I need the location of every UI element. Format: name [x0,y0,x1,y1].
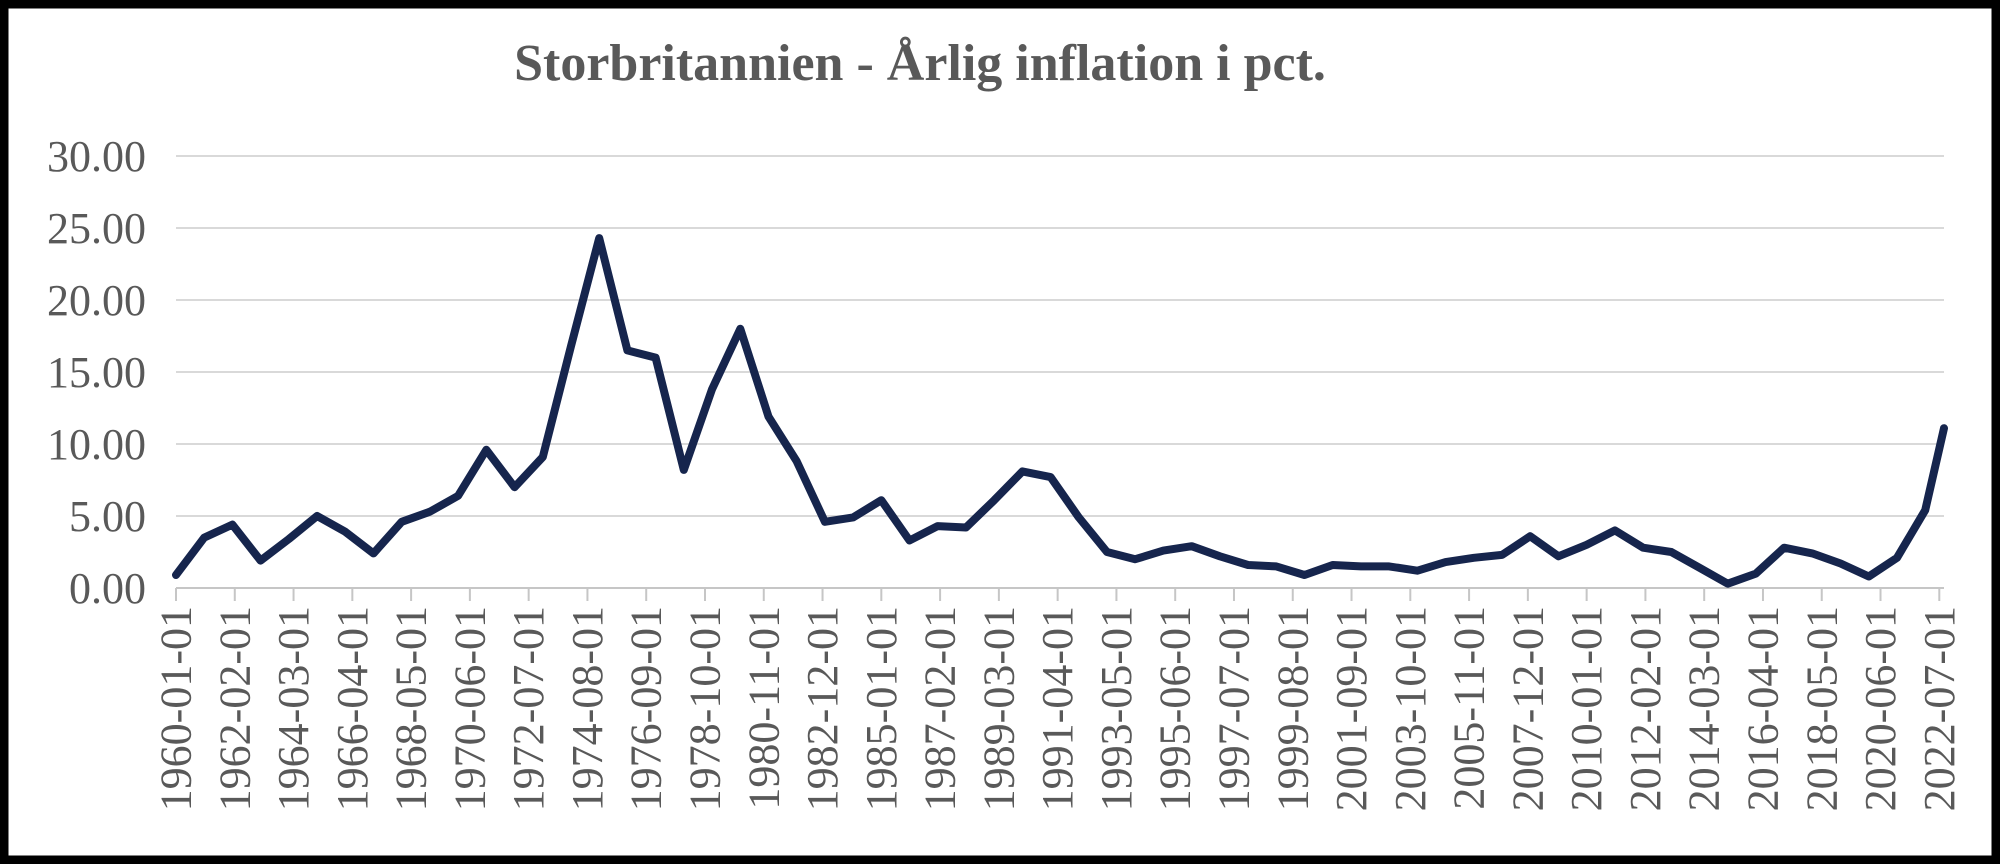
inflation-series-line [172,234,1948,588]
y-tick-label: 25.00 [47,204,146,253]
y-tick-label: 20.00 [47,276,146,325]
x-tick-label: 1976-09-01 [622,606,671,811]
x-tick-label: 2005-11-01 [1445,606,1494,810]
x-tick-label: 1968-05-01 [387,606,436,811]
x-tick-label: 1978-10-01 [681,606,730,811]
x-tick-label: 1991-04-01 [1033,606,1082,811]
x-axis-labels: 1960-01-01 1962-02-01 1964-03-01 1966-04-01… [152,606,1964,811]
x-tick-label: 1987-02-01 [916,606,965,811]
x-tick-label: 2022-07-01 [1915,606,1964,811]
x-tick-label: 1962-02-01 [210,606,259,811]
x-tick-label: 2014-03-01 [1680,606,1729,811]
x-tick-label: 1997-07-01 [1209,606,1258,811]
y-tick-label: 15.00 [47,348,146,397]
x-tick-label: 1972-07-01 [504,606,553,811]
x-tick-label: 1999-08-01 [1268,606,1317,811]
x-axis-tick-marks [175,588,1941,601]
x-tick-label: 2010-01-01 [1562,606,1611,811]
x-tick-label: 1995-06-01 [1151,606,1200,811]
y-tick-label: 5.00 [69,492,146,541]
x-tick-label: 1970-06-01 [445,606,494,811]
x-tick-label: 2003-10-01 [1386,606,1435,811]
x-tick-label: 2007-12-01 [1503,606,1552,811]
y-tick-label: 30.00 [47,132,146,181]
x-tick-label: 1980-11-01 [739,606,788,810]
x-tick-label: 2020-06-01 [1856,606,1905,811]
x-tick-label: 2012-02-01 [1621,606,1670,811]
x-tick-label: 1985-01-01 [857,606,906,811]
x-tick-label: 1974-08-01 [563,606,612,811]
x-tick-label: 2001-09-01 [1327,606,1376,811]
x-tick-label: 1993-05-01 [1092,606,1141,811]
x-tick-label: 1982-12-01 [798,606,847,811]
x-tick-label: 1966-04-01 [328,606,377,811]
x-tick-label: 2018-05-01 [1797,606,1846,811]
x-tick-label: 1960-01-01 [152,606,201,811]
y-axis-labels: 0.00 5.00 10.00 15.00 20.00 25.00 30.00 [47,132,146,613]
y-tick-label: 0.00 [69,564,146,613]
chart-title: Storbritannien - Årlig inflation i pct. [514,35,1326,92]
x-tick-label: 1964-03-01 [269,606,318,811]
x-tick-label: 2016-04-01 [1738,606,1787,811]
y-tick-label: 10.00 [47,420,146,469]
x-tick-label: 1989-03-01 [974,606,1023,811]
